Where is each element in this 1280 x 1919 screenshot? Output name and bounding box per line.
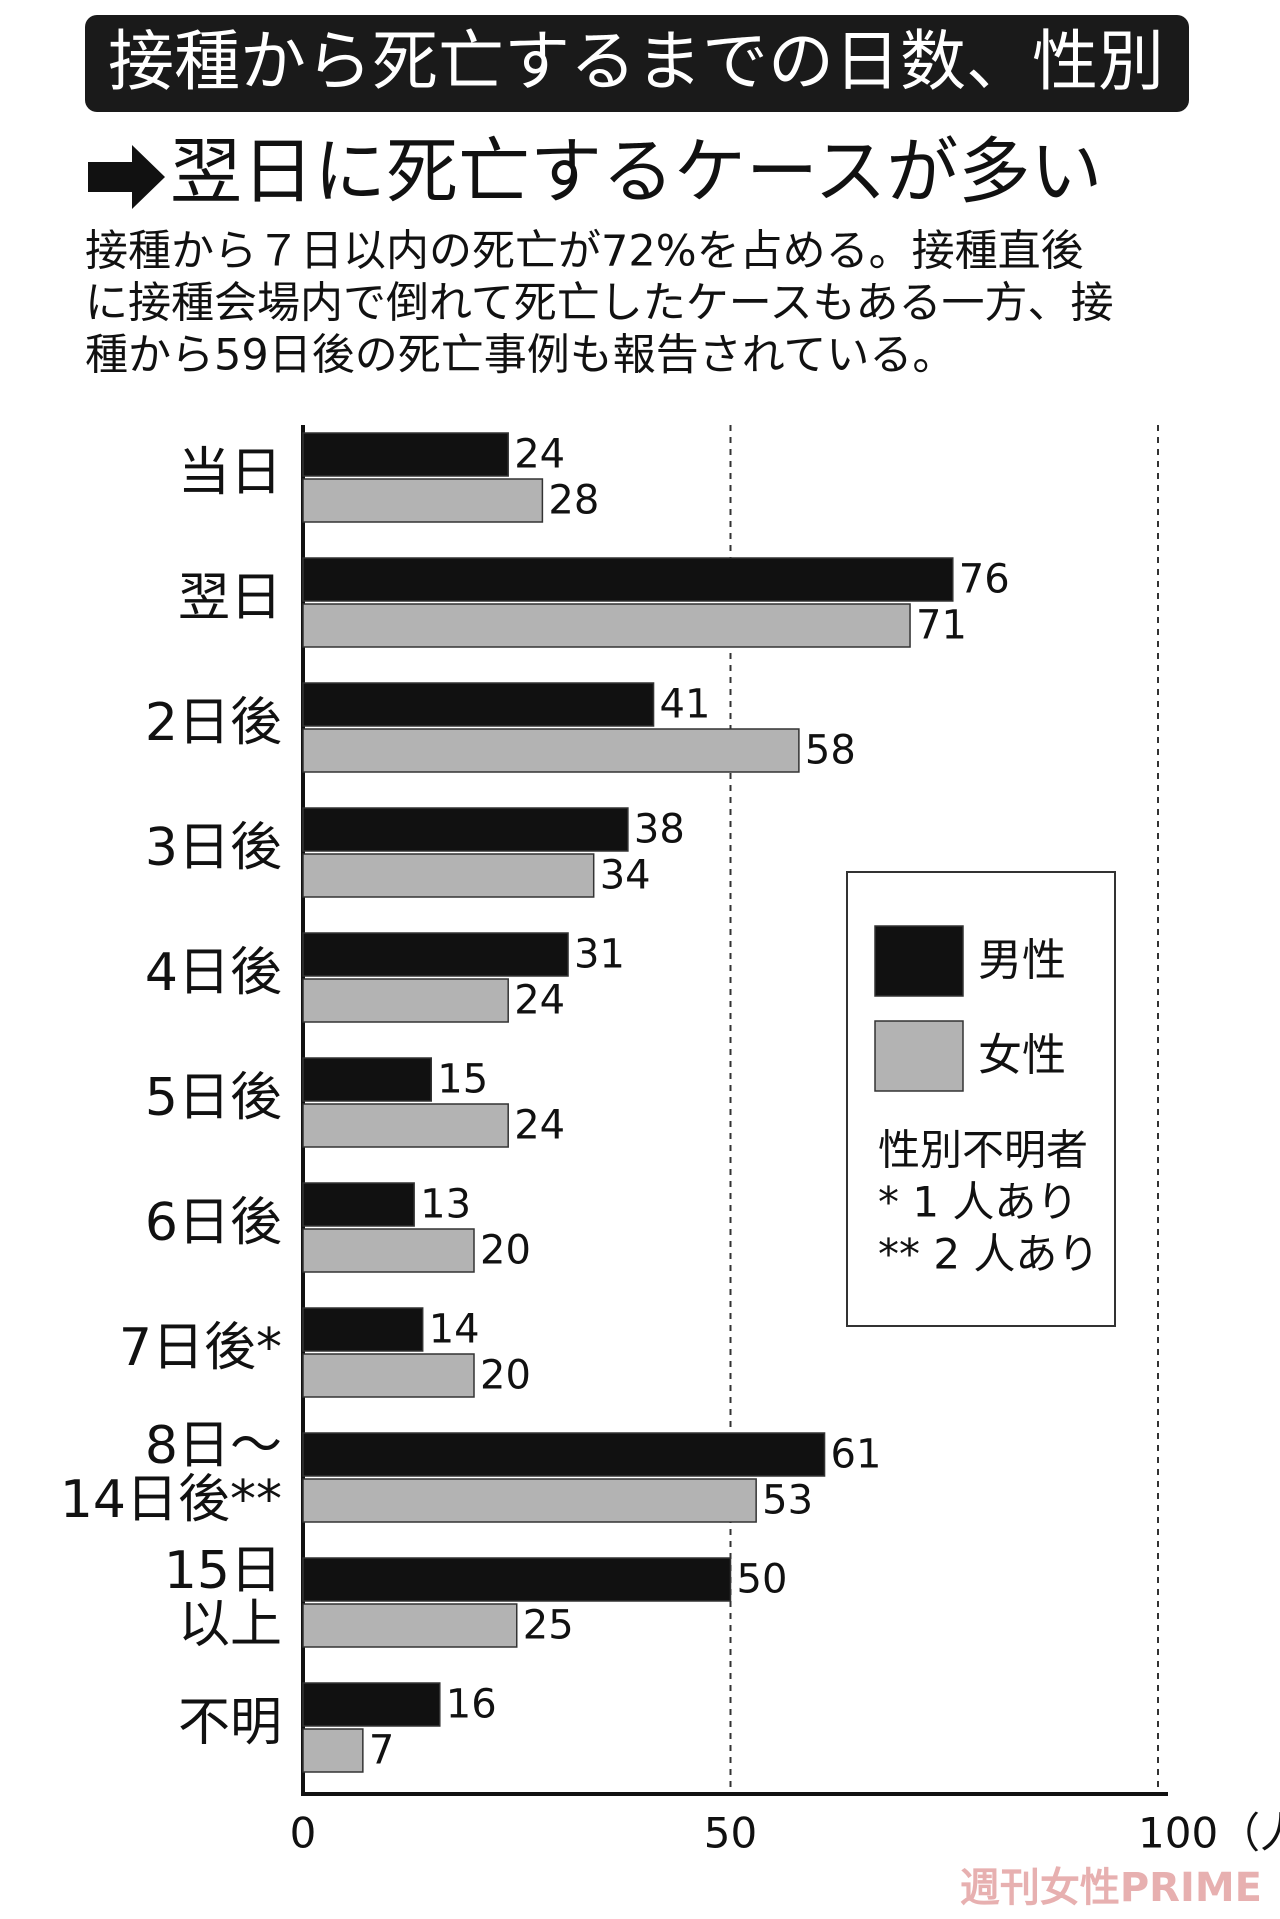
value-label: 58 — [805, 728, 856, 774]
y-tick-label: 15日 — [164, 1541, 282, 1601]
watermark: 週刊女性PRIME — [960, 1865, 1262, 1911]
value-label: 24 — [514, 1103, 565, 1149]
bar — [302, 603, 911, 648]
value-label: 53 — [762, 1478, 813, 1524]
value-label: 61 — [831, 1432, 882, 1478]
bar — [302, 728, 800, 773]
bar — [302, 682, 655, 727]
value-label: 31 — [574, 932, 625, 978]
legend-label: 男性 — [978, 935, 1066, 986]
legend-note: ** 2 人あり — [878, 1230, 1099, 1279]
x-tick-label: 100（人） — [1138, 1809, 1280, 1858]
y-tick-label: 8日～ — [145, 1416, 282, 1476]
bar — [302, 1557, 732, 1602]
bar — [302, 1103, 509, 1148]
bar — [302, 1478, 757, 1523]
bar — [302, 978, 509, 1023]
value-label: 14 — [429, 1307, 480, 1353]
y-tick-label: 5日後 — [145, 1068, 282, 1128]
bar — [302, 1682, 441, 1727]
value-label: 15 — [437, 1057, 488, 1103]
bar — [302, 932, 569, 977]
value-label: 16 — [446, 1682, 497, 1728]
legend-swatch — [874, 1020, 964, 1092]
value-label: 76 — [959, 557, 1010, 603]
legend-note: 性別不明者 — [878, 1126, 1088, 1175]
value-label: 41 — [660, 682, 711, 728]
title-background — [85, 15, 1189, 112]
bar — [302, 853, 595, 898]
bar — [302, 432, 509, 477]
x-tick-label: 50 — [704, 1809, 757, 1858]
arrow-icon — [88, 145, 165, 209]
bar — [302, 1057, 432, 1102]
bar — [302, 807, 629, 852]
y-tick-label: 7日後* — [119, 1318, 282, 1378]
description-line: 種から59日後の死亡事例も報告されている。 — [85, 331, 955, 381]
bar — [302, 1228, 475, 1273]
bar — [302, 478, 544, 523]
y-tick-label: 4日後 — [145, 943, 282, 1003]
y-tick-label: 2日後 — [145, 693, 282, 753]
value-label: 50 — [737, 1557, 788, 1603]
y-tick-label: 以上 — [178, 1595, 282, 1655]
value-label: 20 — [480, 1228, 531, 1274]
value-label: 13 — [420, 1182, 471, 1228]
bar — [302, 1353, 475, 1398]
description-line: 接種から７日以内の死亡が72%を占める。接種直後 — [85, 227, 1084, 277]
y-tick-label: 不明 — [178, 1693, 282, 1753]
chart-title: 接種から死亡するまでの日数、性別 — [108, 23, 1164, 100]
bar — [302, 1432, 826, 1477]
bar — [302, 557, 954, 602]
y-tick-label: 当日 — [178, 443, 282, 503]
x-tick-label: 0 — [290, 1809, 317, 1858]
bar — [302, 1603, 518, 1648]
value-label: 71 — [916, 603, 967, 649]
y-tick-label: 3日後 — [145, 818, 282, 878]
bar — [302, 1728, 364, 1773]
legend-label: 女性 — [978, 1030, 1066, 1081]
value-label: 25 — [523, 1603, 574, 1649]
y-tick-label: 6日後 — [145, 1193, 282, 1253]
legend-note: * 1 人あり — [878, 1178, 1078, 1227]
bar — [302, 1182, 415, 1227]
y-tick-label: 14日後** — [60, 1470, 282, 1530]
legend-swatch — [874, 925, 964, 997]
chart-subtitle: 翌日に死亡するケースが多い — [170, 130, 1102, 214]
value-label: 20 — [480, 1353, 531, 1399]
value-label: 34 — [600, 853, 651, 899]
value-label: 24 — [514, 432, 565, 478]
value-label: 24 — [514, 978, 565, 1024]
description-line: に接種会場内で倒れて死亡したケースもある一方、接 — [85, 279, 1114, 329]
value-label: 38 — [634, 807, 685, 853]
value-label: 28 — [548, 478, 599, 524]
value-label: 7 — [369, 1728, 394, 1774]
y-tick-label: 翌日 — [178, 568, 282, 628]
bar — [302, 1307, 424, 1352]
